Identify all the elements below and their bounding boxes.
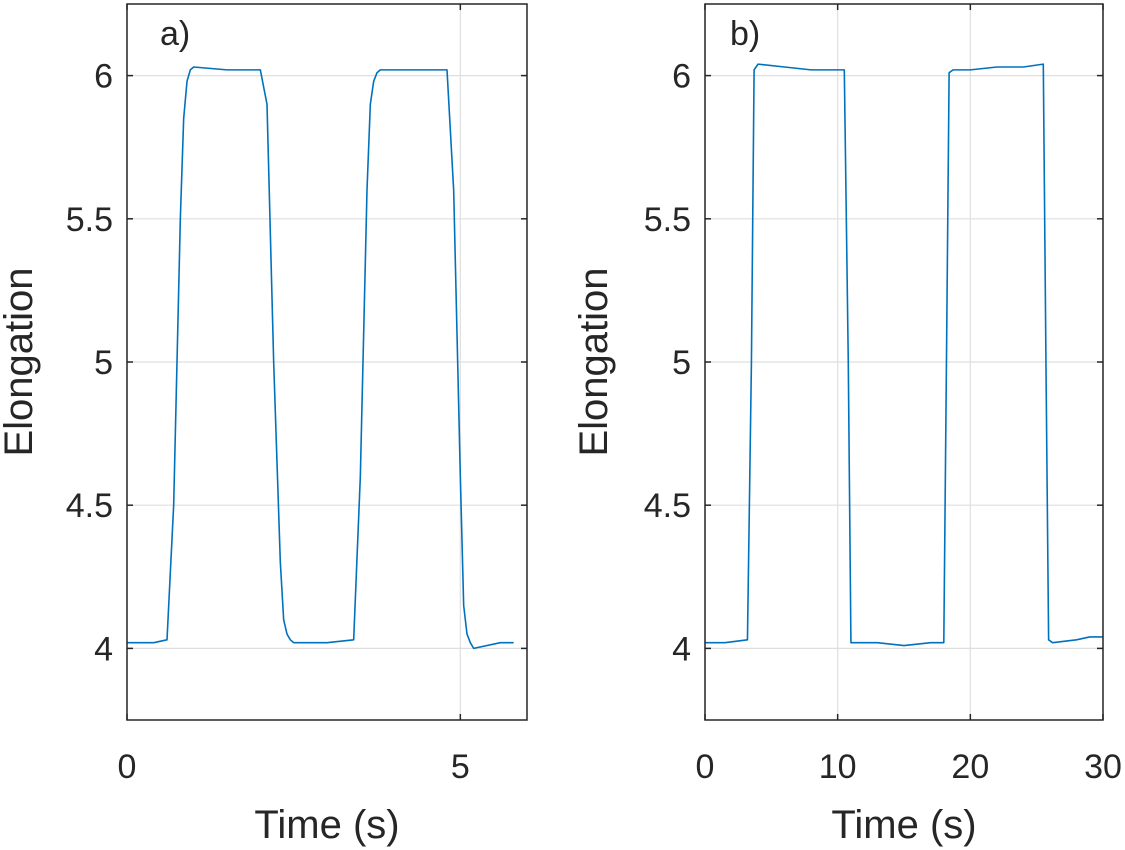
y-tick-label: 6: [672, 58, 691, 96]
y-tick-label: 4: [672, 630, 691, 668]
y-tick-label: 5.5: [66, 201, 113, 239]
x-tick-label: 0: [118, 748, 137, 786]
y-tick-label: 4: [94, 630, 113, 668]
x-tick-label: 30: [1084, 748, 1122, 786]
y-tick-label: 6: [94, 58, 113, 96]
y-tick-label: 4.5: [644, 487, 691, 525]
panel-label: a): [160, 15, 190, 53]
y-tick-label: 5: [672, 344, 691, 382]
y-tick-label: 5.5: [644, 201, 691, 239]
x-tick-label: 0: [696, 748, 715, 786]
y-axis-title: Elongation: [572, 267, 616, 456]
series-line: [705, 63, 1103, 647]
panel-a: 4 4.5 5 5.5 6 0 5 Time (s) Elongation a): [0, 3, 528, 847]
x-tick-label: 20: [951, 748, 989, 786]
y-tick-label: 5: [94, 344, 113, 382]
y-axis-title: Elongation: [0, 267, 41, 456]
x-tick-label: 10: [819, 748, 857, 786]
series-line: [127, 66, 514, 650]
x-axis-title: Time (s): [254, 803, 399, 847]
panel-b: 4 4.5 5 5.5 6 0 10 20 30 Time (s) Elongation b): [572, 3, 1122, 847]
x-axis-title: Time (s): [831, 803, 976, 847]
panel-label: b): [730, 15, 760, 53]
y-tick-label: 4.5: [66, 487, 113, 525]
x-tick-label: 5: [451, 748, 470, 786]
